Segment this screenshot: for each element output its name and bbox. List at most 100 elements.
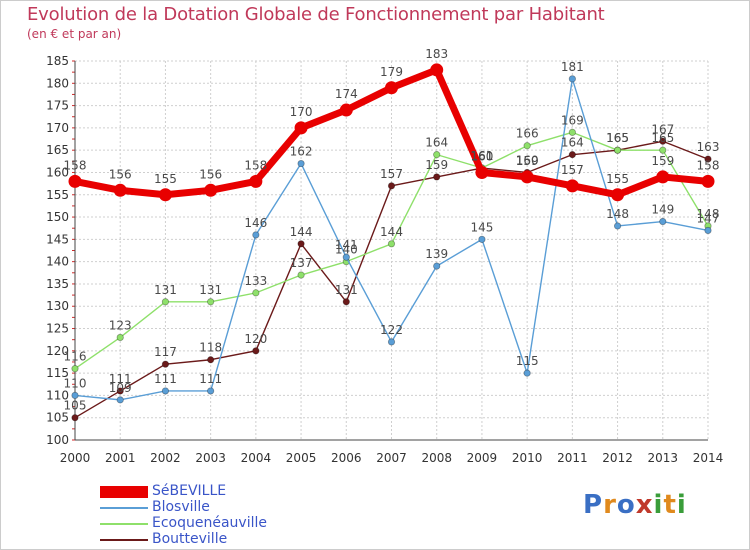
point-blosville xyxy=(478,235,486,243)
logo-letter: o xyxy=(616,490,636,520)
data-label-blosville: 141 xyxy=(335,238,358,252)
data-label-blosville: 115 xyxy=(516,354,539,368)
data-label-blosville: 148 xyxy=(606,207,629,221)
point-boutteville xyxy=(207,356,215,364)
proxiti-logo: Proxiti xyxy=(583,490,687,520)
logo-letter: x xyxy=(635,490,654,520)
legend-swatch xyxy=(100,500,148,516)
data-label-ecoquen-auville: 169 xyxy=(561,113,584,127)
legend-swatch xyxy=(100,532,148,548)
point-boutteville xyxy=(342,298,350,306)
data-label-boutteville: 161 xyxy=(470,149,493,163)
data-label-s-beville: 160 xyxy=(470,149,493,163)
data-label-blosville: 139 xyxy=(425,247,448,261)
data-label-blosville: 109 xyxy=(109,381,132,395)
data-label-s-beville: 158 xyxy=(697,158,720,172)
data-label-s-beville: 170 xyxy=(290,105,313,119)
y-tick-label: 180 xyxy=(46,76,69,90)
point-blosville xyxy=(387,338,396,346)
y-tick-label: 110 xyxy=(46,388,69,402)
point-s-beville xyxy=(158,188,172,202)
x-tick-label: 2010 xyxy=(512,451,543,465)
point-boutteville xyxy=(704,155,712,163)
logo-letter: t xyxy=(663,490,677,520)
point-s-beville xyxy=(430,63,444,77)
x-tick-label: 2000 xyxy=(60,451,91,465)
point-ecoquen-auville xyxy=(387,240,396,248)
point-s-beville xyxy=(204,183,218,197)
point-blosville xyxy=(613,222,622,230)
x-tick-label: 2004 xyxy=(241,451,272,465)
point-s-beville xyxy=(565,179,579,193)
data-label-blosville: 147 xyxy=(697,211,720,225)
point-s-beville xyxy=(475,165,489,179)
data-label-boutteville: 165 xyxy=(606,131,629,145)
data-label-boutteville: 118 xyxy=(199,341,222,355)
y-tick-label: 120 xyxy=(46,344,69,358)
legend-label: Blosville xyxy=(152,499,210,515)
point-s-beville xyxy=(113,183,127,197)
y-tick-label: 125 xyxy=(46,322,69,336)
logo-letter: i xyxy=(653,490,664,520)
data-label-boutteville: 160 xyxy=(516,153,539,167)
data-label-boutteville: 157 xyxy=(380,167,403,181)
point-boutteville xyxy=(252,347,260,355)
point-ecoquen-auville xyxy=(207,298,215,306)
data-label-s-beville: 155 xyxy=(606,172,629,186)
x-tick-label: 2012 xyxy=(602,451,633,465)
data-label-s-beville: 159 xyxy=(516,154,539,168)
data-label-boutteville: 120 xyxy=(244,332,267,346)
y-tick-label: 155 xyxy=(46,188,69,202)
point-s-beville xyxy=(294,121,308,135)
logo-letter: P xyxy=(583,490,604,520)
data-label-ecoquen-auville: 131 xyxy=(199,283,222,297)
data-label-ecoquen-auville: 144 xyxy=(380,225,403,239)
data-label-ecoquen-auville: 140 xyxy=(335,243,358,257)
point-ecoquen-auville xyxy=(252,289,260,297)
x-tick-label: 2008 xyxy=(421,451,452,465)
point-boutteville xyxy=(71,414,79,422)
y-tick-label: 135 xyxy=(46,277,69,291)
point-blosville xyxy=(568,75,576,83)
logo-letter: r xyxy=(603,490,617,520)
point-boutteville xyxy=(433,173,441,181)
legend: SéBEVILLE Blosville Ecoquenéauville Bouttev… xyxy=(100,483,400,548)
data-label-blosville: 111 xyxy=(199,372,222,386)
point-blosville xyxy=(523,369,531,377)
data-label-blosville: 149 xyxy=(651,203,674,217)
legend-swatch xyxy=(100,516,148,532)
legend-label: Boutteville xyxy=(152,531,228,547)
data-label-blosville: 110 xyxy=(64,376,87,390)
x-tick-label: 2014 xyxy=(693,451,724,465)
data-label-blosville: 111 xyxy=(154,372,177,386)
data-label-ecoquen-auville: 164 xyxy=(425,136,448,150)
data-label-ecoquen-auville: 133 xyxy=(244,274,267,288)
data-label-boutteville: 131 xyxy=(335,283,358,297)
data-label-blosville: 162 xyxy=(290,145,313,159)
y-tick-label: 175 xyxy=(46,99,69,113)
data-label-s-beville: 183 xyxy=(425,47,448,61)
y-tick-label: 130 xyxy=(46,299,69,313)
point-ecoquen-auville xyxy=(433,151,441,159)
point-blosville xyxy=(116,396,124,404)
data-label-boutteville: 167 xyxy=(651,122,674,136)
point-blosville xyxy=(297,159,305,168)
point-boutteville xyxy=(659,137,667,145)
data-label-blosville: 122 xyxy=(380,323,403,337)
point-s-beville xyxy=(701,174,715,188)
series-layer xyxy=(68,63,715,422)
x-tick-label: 2013 xyxy=(648,451,679,465)
data-label-ecoquen-auville: 166 xyxy=(516,127,539,141)
data-label-s-beville: 174 xyxy=(335,87,358,101)
legend-item-s-beville: SéBEVILLE xyxy=(100,483,400,500)
y-tick-label: 150 xyxy=(46,210,69,224)
data-label-ecoquen-auville: 123 xyxy=(109,318,132,332)
point-s-beville xyxy=(520,170,534,184)
x-tick-label: 2003 xyxy=(195,451,226,465)
y-tick-label: 115 xyxy=(46,366,69,380)
y-tick-label: 145 xyxy=(46,232,69,246)
point-s-beville xyxy=(339,103,353,117)
x-tick-label: 2007 xyxy=(376,451,407,465)
data-label-ecoquen-auville: 137 xyxy=(290,256,313,270)
